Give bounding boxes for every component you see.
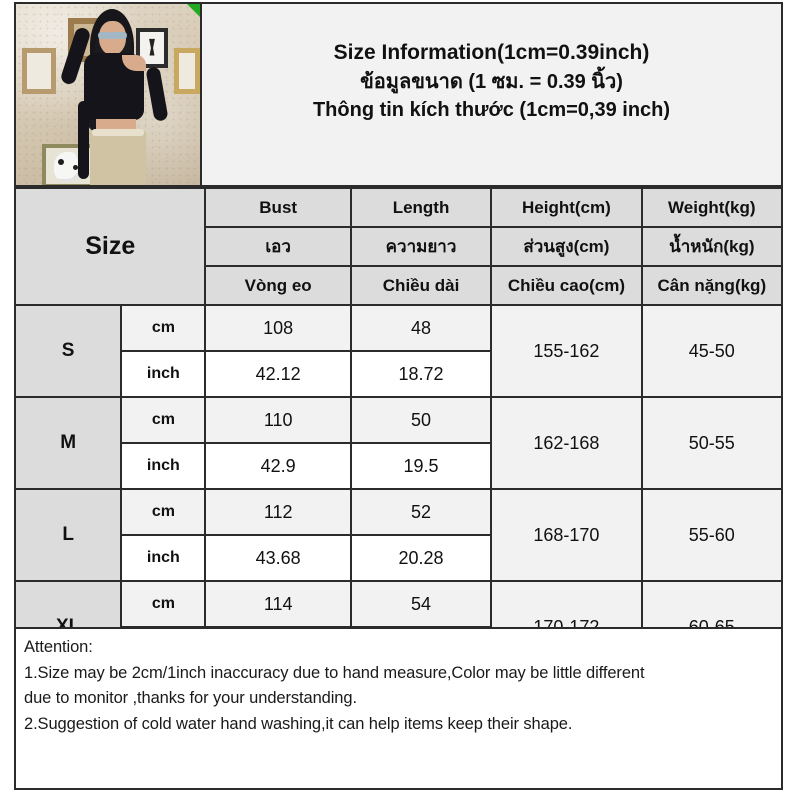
header-length-vi: Chiều dài [349, 265, 493, 306]
model-arm-lowered [145, 66, 169, 122]
model-waistband [92, 129, 144, 136]
length-cm-m: 50 [349, 396, 493, 444]
bust-inch-m: 42.9 [204, 442, 352, 490]
table-header-row-english: Size Bust Length Height(cm) Weight(kg) [13, 187, 784, 306]
size-cell-m: M [13, 396, 123, 490]
green-corner-triangle-icon [187, 4, 200, 17]
title-block: Size Information(1cm=0.39inch) ข้อมูลขนา… [202, 4, 781, 185]
length-cm-s: 48 [349, 304, 493, 352]
header-length-th: ความยาว [349, 226, 493, 267]
size-table: Size Bust Length Height(cm) Weight(kg) เ… [13, 187, 784, 674]
unit-cell-cm: cm [120, 396, 207, 444]
product-photo [16, 4, 202, 185]
height-m: 162-168 [490, 396, 643, 490]
table-row: inch 43.68 20.28 [15, 534, 782, 582]
attention-note-1a: 1.Size may be 2cm/1inch inaccuracy due t… [24, 663, 645, 682]
table-row: inch 42.12 18.72 [15, 350, 782, 398]
header-height-vi: Chiều cao(cm) [490, 265, 643, 306]
bust-cm-s: 108 [204, 304, 352, 352]
unit-cell-inch: inch [120, 534, 207, 582]
bust-cm-m: 110 [204, 396, 352, 444]
header-height-th: ส่วนสูง(cm) [490, 226, 643, 267]
weight-s: 45-50 [640, 304, 784, 398]
size-cell-l: L [13, 488, 123, 582]
model-cargo-pants [90, 129, 146, 185]
unit-cell-cm: cm [120, 488, 207, 536]
model-midriff [96, 119, 136, 131]
weight-m: 50-55 [640, 396, 784, 490]
bust-inch-s: 42.12 [204, 350, 352, 398]
length-inch-s: 18.72 [349, 350, 493, 398]
unit-cell-inch: inch [120, 442, 207, 490]
model-bare-shoulder [122, 55, 146, 71]
model-top-hem [84, 109, 144, 120]
weight-l: 55-60 [640, 488, 784, 582]
length-cm-xl: 54 [349, 580, 493, 628]
table-header-row-vietnamese: Vòng eo Chiều dài Chiều cao(cm) Cân nặng… [15, 265, 784, 306]
table-row: L cm 112 52 168-170 55-60 [13, 488, 784, 582]
table-row: M cm 110 50 162-168 50-55 [13, 396, 784, 490]
length-inch-l: 20.28 [349, 534, 493, 582]
sunglasses-icon [98, 32, 127, 39]
bust-cm-xl: 114 [204, 580, 352, 628]
length-inch-m: 19.5 [349, 442, 493, 490]
wall-frame-4 [174, 48, 200, 94]
size-column-header: Size [13, 187, 207, 306]
length-cm-l: 52 [349, 488, 493, 536]
frame-art-dog [54, 152, 82, 182]
height-s: 155-162 [490, 304, 643, 398]
table-row: S cm 108 48 155-162 45-50 [13, 304, 784, 398]
frame-art-glass [149, 38, 155, 56]
attention-note-2: 2.Suggestion of cold water hand washing,… [24, 714, 573, 733]
bust-cm-l: 112 [204, 488, 352, 536]
bust-inch-l: 43.68 [204, 534, 352, 582]
unit-cell-cm: cm [120, 304, 207, 352]
unit-cell-cm: cm [120, 580, 207, 628]
title-line-thai: ข้อมูลขนาด (1 ซม. = 0.39 นิ้ว) [360, 70, 623, 93]
wall-frame-1 [22, 48, 56, 94]
header-weight-en: Weight(kg) [640, 187, 784, 228]
model-figure [59, 5, 169, 185]
table-row: inch 42.9 19.5 [15, 442, 782, 490]
header-weight-th: น้ำหนัก(kg) [640, 226, 784, 267]
size-cell-s: S [13, 304, 123, 398]
model-ruffle-trim [78, 101, 89, 179]
title-line-vietnamese: Thông tin kích thước (1cm=0,39 inch) [312, 99, 671, 122]
header-weight-vi: Cân nặng(kg) [640, 265, 784, 306]
unit-cell-inch: inch [120, 350, 207, 398]
title-line-english: Size Information(1cm=0.39inch) [333, 41, 650, 64]
attention-heading: Attention: [24, 638, 93, 656]
height-l: 168-170 [490, 488, 643, 582]
attention-box: Attention: 1.Size may be 2cm/1inch inacc… [14, 627, 783, 790]
table-row: XL cm 114 54 170-172 60-65 [13, 580, 784, 674]
header-length-en: Length [349, 187, 493, 228]
header-bust-vi: Vòng eo [204, 265, 352, 306]
table-header-row-thai: เอว ความยาว ส่วนสูง(cm) น้ำหนัก(kg) [15, 226, 784, 267]
header-band: Size Information(1cm=0.39inch) ข้อมูลขนา… [14, 2, 783, 187]
attention-note-1b: due to monitor ,thanks for your understa… [24, 689, 357, 708]
header-height-en: Height(cm) [490, 187, 643, 228]
header-bust-th: เอว [204, 226, 352, 267]
header-bust-en: Bust [204, 187, 352, 228]
